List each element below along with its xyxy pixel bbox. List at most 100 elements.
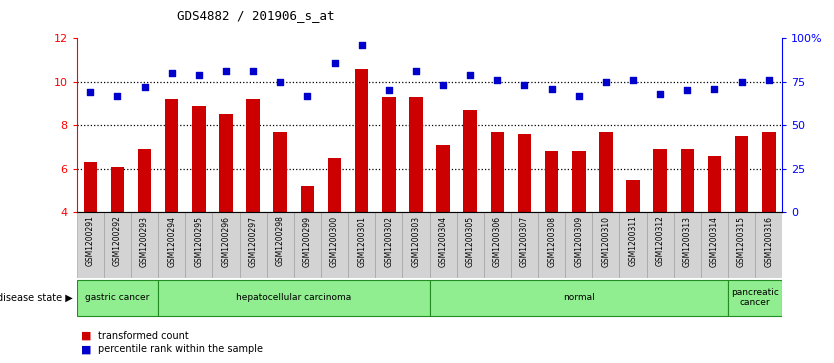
Bar	[681, 149, 694, 212]
Text: GSM1200307: GSM1200307	[520, 216, 529, 267]
Text: GSM1200296: GSM1200296	[222, 216, 230, 266]
Text: GSM1200312: GSM1200312	[656, 216, 665, 266]
Bar	[274, 132, 287, 212]
FancyBboxPatch shape	[267, 212, 294, 278]
Point	[165, 70, 178, 76]
FancyBboxPatch shape	[646, 212, 674, 278]
Point	[192, 72, 205, 78]
FancyBboxPatch shape	[728, 212, 755, 278]
Point	[301, 93, 314, 98]
FancyBboxPatch shape	[158, 280, 430, 315]
Point	[518, 82, 531, 88]
Text: GSM1200299: GSM1200299	[303, 216, 312, 266]
Point	[83, 89, 97, 95]
Point	[735, 79, 748, 85]
FancyBboxPatch shape	[430, 212, 457, 278]
Bar	[599, 132, 613, 212]
Bar	[464, 110, 477, 212]
FancyBboxPatch shape	[239, 212, 267, 278]
Point	[762, 77, 776, 83]
FancyBboxPatch shape	[674, 212, 701, 278]
Text: GSM1200292: GSM1200292	[113, 216, 122, 266]
Bar	[83, 162, 97, 212]
Text: GSM1200304: GSM1200304	[439, 216, 448, 267]
Bar	[762, 132, 776, 212]
Bar	[111, 167, 124, 212]
Bar	[735, 136, 748, 212]
Point	[708, 86, 721, 91]
Text: GSM1200302: GSM1200302	[384, 216, 394, 266]
Point	[382, 87, 395, 93]
Bar	[382, 97, 395, 212]
Text: GSM1200310: GSM1200310	[601, 216, 610, 266]
Bar	[626, 180, 640, 212]
FancyBboxPatch shape	[321, 212, 348, 278]
Text: GSM1200309: GSM1200309	[575, 216, 583, 267]
Bar	[165, 99, 178, 212]
FancyBboxPatch shape	[131, 212, 158, 278]
Point	[219, 68, 233, 74]
Text: transformed count: transformed count	[98, 331, 188, 341]
Text: GSM1200316: GSM1200316	[764, 216, 773, 266]
FancyBboxPatch shape	[538, 212, 565, 278]
Bar	[138, 149, 151, 212]
Point	[355, 42, 369, 48]
FancyBboxPatch shape	[104, 212, 131, 278]
Bar	[545, 151, 559, 212]
Bar	[192, 106, 206, 212]
FancyBboxPatch shape	[701, 212, 728, 278]
Point	[247, 68, 260, 74]
Point	[409, 68, 423, 74]
Text: pancreatic
cancer: pancreatic cancer	[731, 288, 779, 307]
Text: GSM1200301: GSM1200301	[357, 216, 366, 266]
Text: GSM1200306: GSM1200306	[493, 216, 502, 267]
FancyBboxPatch shape	[484, 212, 511, 278]
FancyBboxPatch shape	[77, 280, 158, 315]
Bar	[490, 132, 504, 212]
Bar	[300, 186, 314, 212]
Text: GSM1200294: GSM1200294	[167, 216, 176, 266]
FancyBboxPatch shape	[185, 212, 213, 278]
Bar	[708, 156, 721, 212]
Text: GSM1200315: GSM1200315	[737, 216, 746, 266]
Bar	[328, 158, 341, 212]
Bar	[572, 151, 585, 212]
FancyBboxPatch shape	[213, 212, 239, 278]
Bar	[436, 145, 450, 212]
Point	[436, 82, 450, 88]
Bar	[518, 134, 531, 212]
Point	[111, 93, 124, 98]
Text: disease state ▶: disease state ▶	[0, 293, 73, 303]
Text: normal: normal	[563, 293, 595, 302]
Point	[328, 60, 341, 65]
Text: GSM1200308: GSM1200308	[547, 216, 556, 266]
Point	[490, 77, 504, 83]
Text: GSM1200293: GSM1200293	[140, 216, 149, 266]
Point	[545, 86, 558, 91]
FancyBboxPatch shape	[620, 212, 646, 278]
Text: GSM1200291: GSM1200291	[86, 216, 95, 266]
Text: ■: ■	[81, 331, 92, 341]
Text: GSM1200300: GSM1200300	[330, 216, 339, 267]
Text: GSM1200303: GSM1200303	[411, 216, 420, 267]
FancyBboxPatch shape	[728, 280, 782, 315]
Point	[600, 79, 613, 85]
FancyBboxPatch shape	[565, 212, 592, 278]
Text: GSM1200314: GSM1200314	[710, 216, 719, 266]
FancyBboxPatch shape	[755, 212, 782, 278]
FancyBboxPatch shape	[457, 212, 484, 278]
Bar	[355, 69, 369, 212]
FancyBboxPatch shape	[375, 212, 402, 278]
Text: GSM1200297: GSM1200297	[249, 216, 258, 266]
FancyBboxPatch shape	[348, 212, 375, 278]
Point	[681, 87, 694, 93]
Point	[464, 72, 477, 78]
FancyBboxPatch shape	[77, 212, 104, 278]
Text: gastric cancer: gastric cancer	[85, 293, 149, 302]
Point	[138, 84, 151, 90]
Text: percentile rank within the sample: percentile rank within the sample	[98, 344, 263, 354]
Point	[274, 79, 287, 85]
Text: GSM1200298: GSM1200298	[276, 216, 284, 266]
Point	[572, 93, 585, 98]
FancyBboxPatch shape	[592, 212, 620, 278]
